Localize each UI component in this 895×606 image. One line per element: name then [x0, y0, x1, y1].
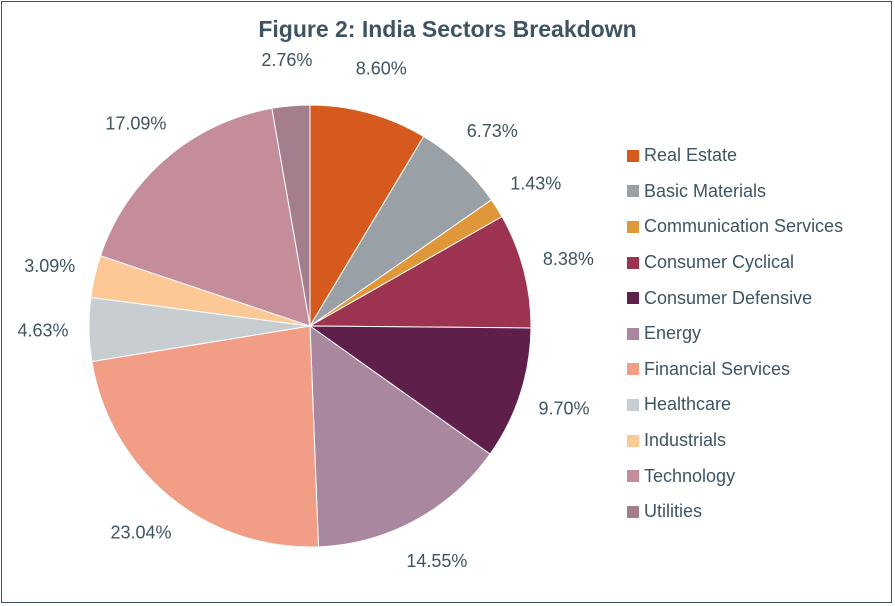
legend-swatch — [627, 434, 639, 447]
chart-legend: Real Estate Basic Materials Communication … — [627, 138, 843, 530]
slice-value-label: 1.43% — [510, 174, 561, 194]
slice-value-label: 2.76% — [261, 50, 312, 70]
slice-value-label: 23.04% — [110, 523, 171, 543]
legend-label: Industrials — [644, 430, 727, 451]
legend-swatch — [627, 149, 639, 162]
legend-swatch — [627, 292, 639, 305]
legend-label: Real Estate — [644, 145, 738, 166]
legend-item-energy: Energy — [627, 316, 843, 352]
slice-value-label: 4.63% — [17, 320, 68, 340]
legend-swatch — [627, 363, 639, 376]
pie-slice-technology — [99, 107, 311, 327]
legend-label: Healthcare — [644, 394, 732, 415]
pie-slice-financial-services — [91, 325, 319, 548]
legend-swatch — [627, 505, 639, 518]
legend-item-industrials: Industrials — [627, 423, 843, 459]
legend-swatch — [627, 256, 639, 269]
legend-swatch — [627, 327, 639, 340]
legend-item-healthcare: Healthcare — [627, 387, 843, 423]
legend-item-utilities: Utilities — [627, 494, 843, 530]
legend-label: Basic Materials — [644, 180, 767, 201]
legend-item-financial-services: Financial Services — [627, 352, 843, 388]
legend-swatch — [627, 220, 639, 233]
legend-swatch — [627, 185, 639, 198]
legend-label: Communication Services — [644, 216, 844, 237]
slice-value-label: 8.60% — [356, 59, 407, 79]
pie-value-labels: 8.60% 6.73% 1.43% 8.38% 9.70% 14.55% 23.04% 4.6… — [17, 50, 593, 571]
legend-label: Financial Services — [644, 358, 791, 379]
legend-label: Technology — [644, 465, 736, 486]
legend-item-communication-services: Communication Services — [627, 209, 843, 245]
legend-swatch — [627, 470, 639, 483]
pie-slice-consumer-defensive — [308, 325, 532, 455]
slice-value-label: 14.55% — [406, 551, 467, 571]
legend-label: Consumer Defensive — [644, 287, 813, 308]
slice-value-label: 17.09% — [105, 114, 166, 134]
legend-label: Energy — [644, 323, 702, 344]
chart-title: Figure 2: India Sectors Breakdown — [258, 16, 637, 42]
pie-slice-consumer-cyclical — [308, 215, 532, 329]
slice-value-label: 3.09% — [24, 256, 75, 276]
pie-slice-real-estate — [309, 104, 425, 328]
legend-item-real-estate: Real Estate — [627, 138, 843, 174]
legend-swatch — [627, 398, 639, 411]
slice-value-label: 9.70% — [538, 398, 589, 418]
pie-slices — [88, 104, 532, 548]
legend-item-basic-materials: Basic Materials — [627, 174, 843, 210]
legend-item-technology: Technology — [627, 458, 843, 494]
slice-value-label: 6.73% — [467, 121, 518, 141]
legend-item-consumer-cyclical: Consumer Cyclical — [627, 245, 843, 281]
pie-slice-energy — [309, 325, 491, 548]
legend-item-consumer-defensive: Consumer Defensive — [627, 280, 843, 316]
slice-value-label: 8.38% — [543, 249, 594, 269]
legend-label: Consumer Cyclical — [644, 252, 795, 273]
pie-slice-utilities — [271, 104, 311, 327]
legend-label: Utilities — [644, 501, 703, 522]
